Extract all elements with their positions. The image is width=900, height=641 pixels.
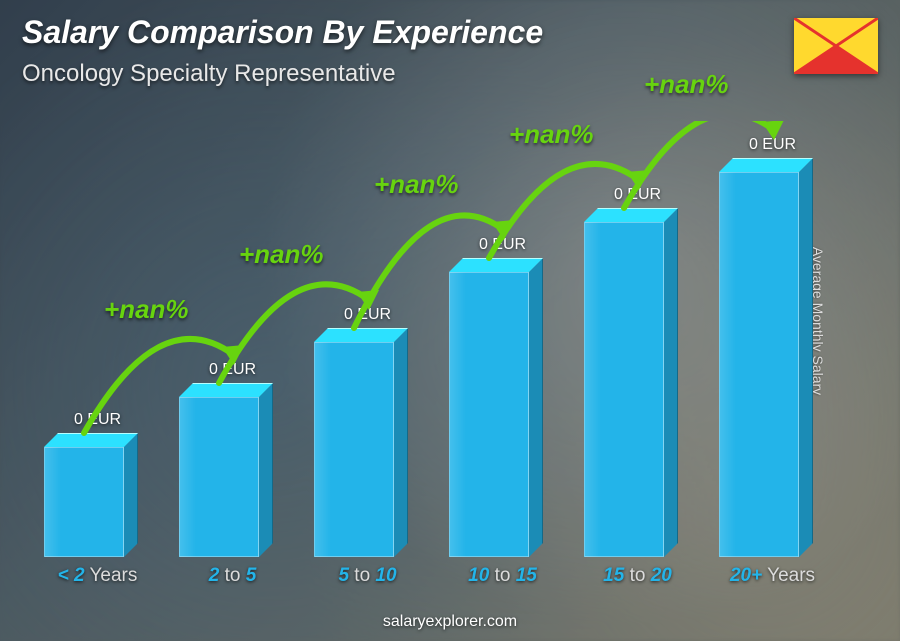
bar-side [124, 433, 138, 557]
flag-icon [794, 18, 878, 74]
chart-title: Salary Comparison By Experience [22, 14, 543, 51]
delta-label: +nan% [644, 69, 729, 100]
xlabel-mid: to [219, 565, 245, 586]
bar [584, 222, 676, 557]
bar-side [664, 208, 678, 557]
bar-front [314, 342, 394, 557]
bar-value-label: 0 EUR [30, 411, 165, 429]
bar-front [719, 172, 799, 557]
bar-top [314, 328, 408, 342]
bar-top [449, 258, 543, 272]
delta-label: +nan% [104, 294, 189, 325]
chart-subtitle: Oncology Specialty Representative [22, 60, 396, 88]
bar [44, 447, 136, 557]
bar-x-label: 2 to 5 [165, 565, 300, 587]
bar-side [394, 328, 408, 557]
xlabel-suffix: 20 [651, 565, 672, 586]
bar-x-label: < 2 Years [30, 565, 165, 587]
bar [179, 397, 271, 557]
xlabel-prefix: 2 [209, 565, 220, 586]
bar-top [584, 208, 678, 222]
xlabel-prefix: 10 [468, 565, 489, 586]
bar-top [719, 158, 813, 172]
bar-front [449, 272, 529, 557]
xlabel-mid: to [624, 565, 650, 586]
xlabel-suffix: 10 [375, 565, 396, 586]
xlabel-suffix: 5 [246, 565, 257, 586]
bar-side [259, 383, 273, 557]
xlabel-prefix: 5 [338, 565, 349, 586]
bar-side [799, 158, 813, 557]
bar [314, 342, 406, 557]
bar-x-label: 15 to 20 [570, 565, 705, 587]
bar-front [44, 447, 124, 557]
bar-front [584, 222, 664, 557]
bar-front [179, 397, 259, 557]
bar-top [179, 383, 273, 397]
bar-value-label: 0 EUR [705, 136, 840, 154]
delta-label: +nan% [374, 169, 459, 200]
xlabel-mid: to [489, 565, 515, 586]
bar-value-label: 0 EUR [435, 236, 570, 254]
bar [719, 172, 811, 557]
xlabel-suffix: 15 [516, 565, 537, 586]
xlabel-prefix: 20+ [730, 565, 762, 586]
bar-slot: 0 EUR15 to 20 [570, 121, 705, 581]
bar-x-label: 5 to 10 [300, 565, 435, 587]
xlabel-prefix: 15 [603, 565, 624, 586]
bar-chart: 0 EUR< 2 Years0 EUR2 to 50 EUR5 to 100 E… [30, 121, 850, 581]
xlabel-prefix: < 2 [58, 565, 85, 586]
bar-value-label: 0 EUR [165, 361, 300, 379]
bar-slot: 0 EUR2 to 5 [165, 121, 300, 581]
footer-attribution: salaryexplorer.com [0, 613, 900, 631]
bar-slot: 0 EUR< 2 Years [30, 121, 165, 581]
xlabel-suffix: Years [762, 565, 815, 586]
bar-slot: 0 EUR20+ Years [705, 121, 840, 581]
xlabel-suffix: Years [85, 565, 138, 586]
xlabel-mid: to [349, 565, 375, 586]
bar-x-label: 10 to 15 [435, 565, 570, 587]
bar-value-label: 0 EUR [570, 186, 705, 204]
bar-x-label: 20+ Years [705, 565, 840, 587]
bar [449, 272, 541, 557]
delta-label: +nan% [509, 119, 594, 150]
delta-label: +nan% [239, 239, 324, 270]
bar-side [529, 258, 543, 557]
bar-top [44, 433, 138, 447]
bar-value-label: 0 EUR [300, 306, 435, 324]
